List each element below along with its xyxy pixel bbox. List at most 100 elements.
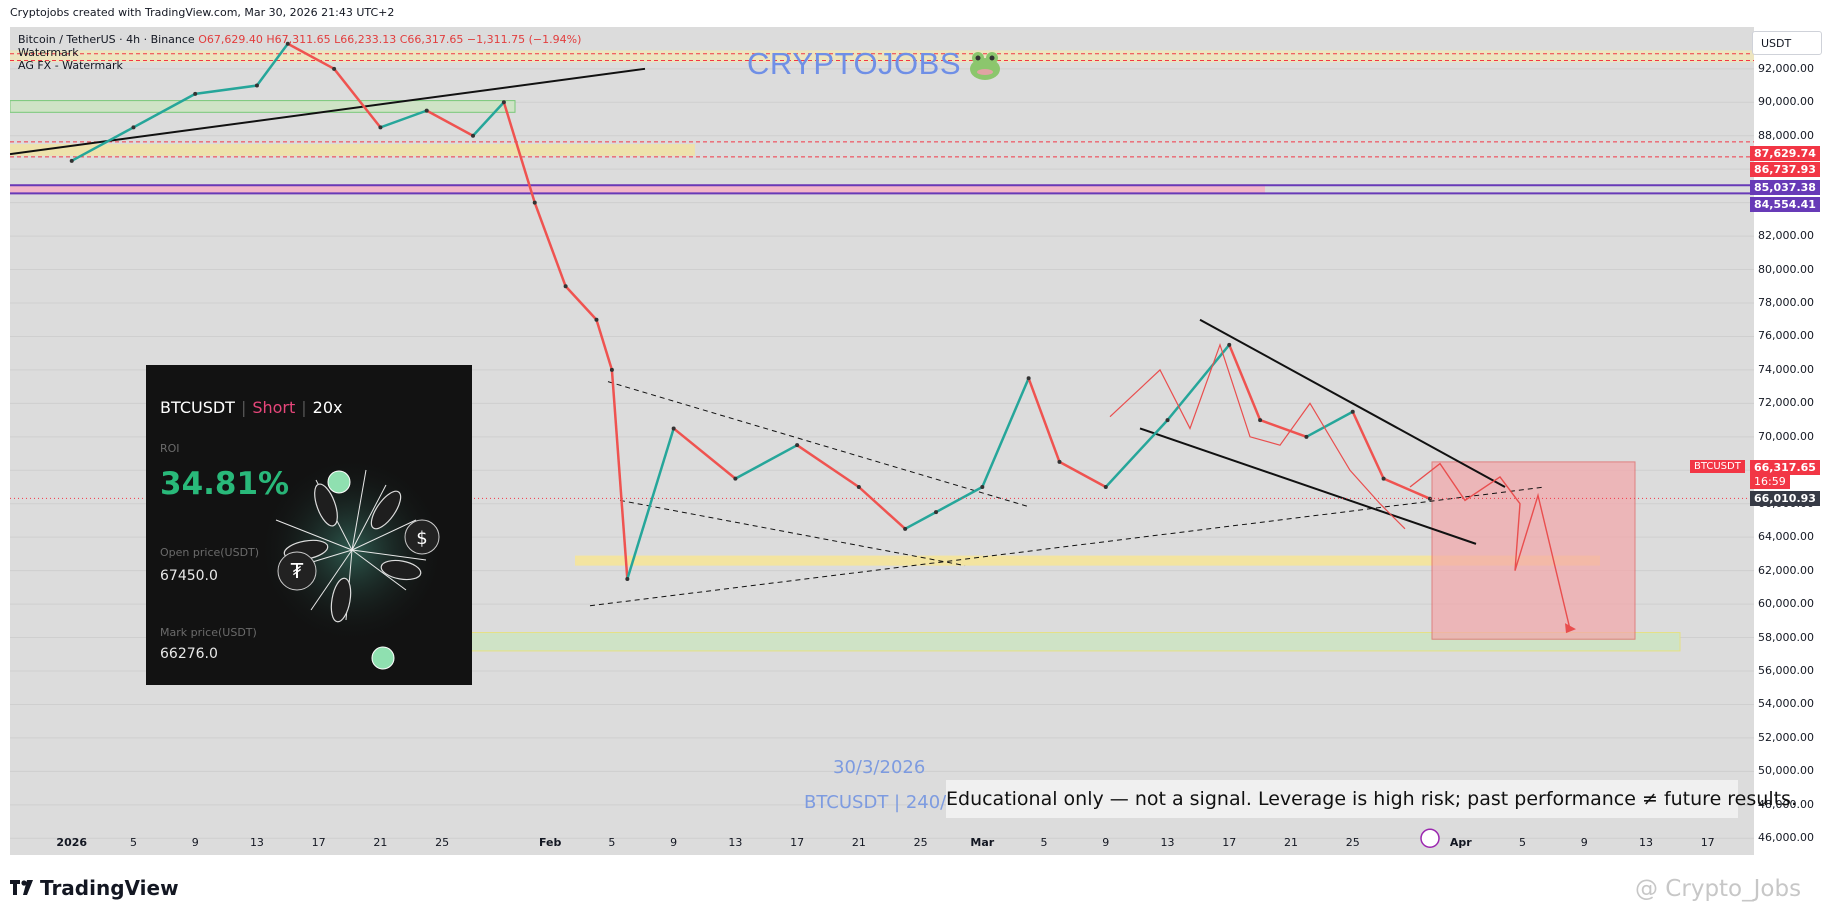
- x-tick-label: 25: [913, 836, 928, 849]
- price-point: [193, 91, 198, 96]
- supply-zone-top: [10, 50, 1754, 63]
- publish-line: Cryptojobs created with TradingView.com,…: [10, 6, 395, 19]
- trendline-january: [10, 67, 646, 156]
- price-point: [1350, 409, 1355, 414]
- price-point: [1227, 342, 1232, 347]
- price-segment: [904, 510, 937, 530]
- dashed-trendline-1: [607, 381, 1031, 508]
- price-tag-85037: 85,037.38: [1750, 180, 1820, 195]
- x-tick-label: 21: [1283, 836, 1298, 849]
- x-tick-label: 17: [1222, 836, 1237, 849]
- price-segment: [610, 369, 629, 580]
- y-tick-label: 92,000.00: [1758, 61, 1814, 75]
- price-segment: [426, 109, 474, 137]
- price-point: [1165, 418, 1170, 423]
- y-tick-label: 72,000.00: [1758, 396, 1814, 410]
- legend-low: L66,233.13: [334, 33, 397, 46]
- price-segment: [1351, 411, 1385, 480]
- y-tick-label: 62,000.00: [1758, 563, 1814, 577]
- price-point: [903, 526, 908, 531]
- legend-indicator-watermark[interactable]: Watermark: [18, 46, 79, 59]
- x-tick-label: 2026: [56, 836, 88, 849]
- pink-zone-85k: [10, 184, 1265, 195]
- y-tick-label: 48,000.00: [1758, 797, 1814, 811]
- price-segment: [255, 42, 289, 87]
- y-tick-label: 76,000.00: [1758, 329, 1814, 343]
- lightning-marker-icon: [1420, 828, 1440, 849]
- ticker-watermark: BTCUSDT | 240/: [804, 792, 947, 813]
- frog-icon: [970, 52, 1000, 80]
- y-tick-label: 88,000.00: [1758, 128, 1814, 142]
- price-point: [254, 83, 259, 88]
- price-point: [532, 200, 537, 205]
- x-tick-label: 25: [1345, 836, 1360, 849]
- x-tick-label: Apr: [1449, 836, 1472, 849]
- card-roi-value: 34.81%: [160, 466, 290, 502]
- price-point: [1258, 418, 1263, 423]
- price-segment: [858, 486, 906, 530]
- projected-path: [1409, 462, 1571, 630]
- legend-indicator-agfx[interactable]: AG FX - Watermark: [18, 59, 123, 72]
- yellow-zone-87k: [10, 144, 695, 156]
- price-segment: [981, 377, 1030, 488]
- price-chart[interactable]: [10, 27, 1754, 855]
- price-tag-84554: 84,554.41: [1750, 197, 1820, 212]
- price-point: [625, 577, 630, 581]
- tradingview-logo-icon: [10, 876, 40, 900]
- price-point: [563, 284, 568, 289]
- dashed-support-line: [589, 486, 1546, 607]
- dollar-glyph: $: [416, 528, 427, 549]
- x-tick-label: 17: [790, 836, 805, 849]
- tradingview-logo-text: TradingView: [40, 876, 179, 900]
- price-segment: [1166, 344, 1231, 421]
- card-header: BTCUSDT | Short | 20x: [160, 398, 343, 417]
- price-segment: [287, 42, 335, 70]
- price-point: [378, 125, 383, 130]
- price-segment: [796, 444, 860, 489]
- dashed-trendline-2: [619, 499, 966, 567]
- price-tag-66010: 66,010.93: [1750, 491, 1820, 506]
- card-roi-label: ROI: [160, 442, 180, 455]
- y-tick-label: 82,000.00: [1758, 229, 1814, 243]
- y-tick-label: 46,000.00: [1758, 831, 1814, 845]
- x-tick-label: 21: [851, 836, 866, 849]
- y-tick-label: 70,000.00: [1758, 429, 1814, 443]
- y-tick-label: 90,000.00: [1758, 95, 1814, 109]
- legend-open: O67,629.40: [198, 33, 263, 46]
- tether-icon: [277, 551, 317, 591]
- price-segment: [502, 101, 536, 204]
- y-tick-label: 78,000.00: [1758, 296, 1814, 309]
- price-segment: [533, 202, 567, 287]
- legend-high: H67,311.65: [266, 33, 331, 46]
- tether-glyph: ₮: [291, 559, 304, 583]
- price-point: [69, 158, 74, 163]
- legend-change: −1,311.75 (−1.94%): [466, 33, 582, 46]
- legend-close: C66,317.65: [399, 33, 464, 46]
- price-segment: [132, 92, 196, 129]
- legend-symbol[interactable]: Bitcoin / TetherUS · 4h · Binance: [18, 33, 195, 46]
- x-tick-label: 5: [129, 836, 137, 849]
- yellow-zone-62k: [575, 555, 1600, 566]
- x-tick-label: 9: [670, 836, 678, 849]
- price-segment: [564, 285, 598, 321]
- green-zone-upper: [10, 100, 516, 113]
- price-segment: [1027, 377, 1061, 463]
- y-tick-label: 80,000.00: [1758, 262, 1814, 276]
- x-tick-label: 13: [728, 836, 743, 849]
- x-tick-label: 5: [608, 836, 616, 849]
- legend-ohlc-line: Bitcoin / TetherUS · 4h · Binance O67,62…: [18, 33, 581, 46]
- y-tick-label: 50,000.00: [1758, 764, 1814, 778]
- target-zone: [1431, 461, 1636, 640]
- price-segment: [1305, 410, 1354, 438]
- price-point: [594, 317, 599, 322]
- y-tick-label: 58,000.00: [1758, 630, 1814, 644]
- y-tick-label: 74,000.00: [1758, 362, 1814, 376]
- card-leverage: 20x: [312, 398, 343, 417]
- currency-button[interactable]: USDT: [1752, 31, 1822, 55]
- y-tick-label: 52,000.00: [1758, 730, 1814, 744]
- tradingview-logo[interactable]: TradingView: [10, 876, 179, 900]
- price-point: [471, 133, 476, 138]
- price-point: [733, 476, 738, 481]
- x-tick-label: Feb: [538, 836, 562, 849]
- card-side: Short: [252, 398, 296, 417]
